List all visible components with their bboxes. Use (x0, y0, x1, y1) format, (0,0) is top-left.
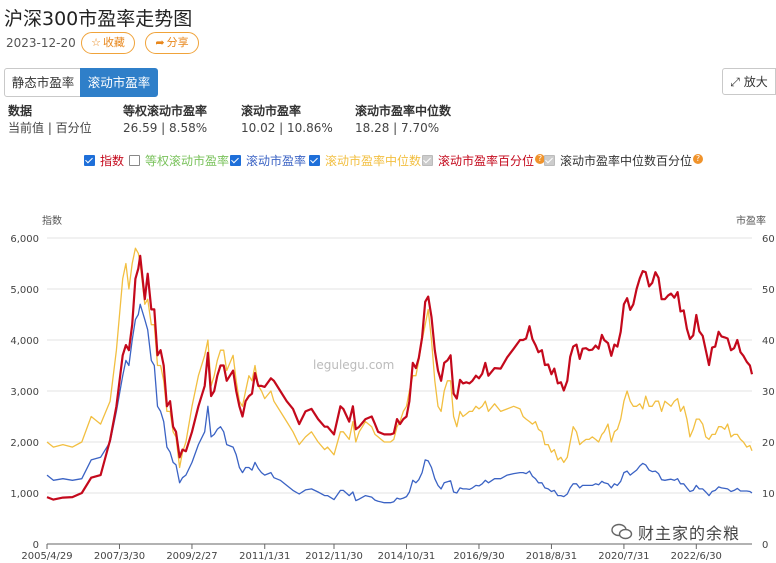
y-right-tick-label: 60 (762, 234, 775, 245)
legend-checkbox-median-pe-percentile[interactable] (544, 155, 555, 166)
legend-item-rolling-pe[interactable]: 滚动市盈率 (230, 153, 306, 169)
tab-rolling-pe[interactable]: 滚动市盈率 (80, 68, 158, 97)
legend-checkbox-rolling-pe[interactable] (230, 155, 241, 166)
x-tick-label: 2012/11/30 (305, 551, 363, 562)
stat-median-pe-value: 18.28 | 7.70% (355, 121, 440, 135)
y-left-tick-label: 3,000 (10, 387, 39, 398)
series-line-median-pe (46, 247, 753, 469)
stat-equal-weight-pe-head: 等权滚动市盈率 (123, 104, 208, 118)
x-tick-label: 2016/9/30 (453, 551, 504, 562)
chart-axes: 0 1,000 2,000 3,000 4,000 5,000 6,000 0 10 20 30 40… (10, 234, 774, 562)
share-button[interactable]: ➦ 分享 (145, 32, 199, 54)
page-title: 沪深300市盈率走势图 (4, 8, 193, 30)
y-left-tick-label: 6,000 (10, 234, 39, 245)
chart-watermark: legulegu.com (313, 358, 394, 372)
x-tick-label: 2020/7/31 (598, 551, 649, 562)
x-tick-label: 2011/1/31 (239, 551, 290, 562)
y-right-tick-label: 40 (762, 336, 775, 347)
zoom-button[interactable]: ⤢ 放大 (722, 68, 776, 95)
expand-icon: ⤢ (730, 75, 740, 89)
chart-grid (47, 237, 752, 545)
y-right-tick-label: 50 (762, 285, 775, 296)
stat-equal-weight-pe-value: 26.59 | 8.58% (123, 121, 208, 135)
legend-label-rolling-pe: 滚动市盈率 (246, 154, 307, 168)
page-date: 2023-12-20 (6, 36, 76, 50)
legend-label-equal-weight-pe: 等权滚动市盈率 (145, 154, 230, 168)
y-left-axis-label: 指数 (42, 214, 62, 227)
legend-item-pe-percentile[interactable]: 滚动市盈率百分位? (422, 153, 546, 169)
favorite-button[interactable]: ☆ 收藏 (81, 32, 135, 54)
x-tick-label: 2005/4/29 (21, 551, 72, 562)
y-left-tick-label: 1,000 (10, 489, 39, 500)
legend-checkbox-median-pe[interactable] (309, 155, 320, 166)
legend-item-median-pe[interactable]: 滚动市盈率中位数 (309, 153, 421, 169)
legend-label-pe-percentile: 滚动市盈率百分位 (438, 154, 535, 168)
stat-rolling-pe-head: 滚动市盈率 (241, 104, 302, 118)
favorite-label: 收藏 (102, 36, 125, 49)
wechat-icon (611, 523, 633, 540)
brand-watermark: 财主家的余粮 (638, 524, 741, 543)
stat-data: 数据 当前值 | 百分位 (8, 103, 92, 137)
y-right-tick-label: 10 (762, 489, 775, 500)
series-line-rolling-pe (46, 303, 753, 504)
x-tick-label: 2014/10/31 (378, 551, 436, 562)
stat-data-value: 当前值 | 百分位 (8, 121, 92, 135)
y-right-tick-label: 30 (762, 387, 775, 398)
y-right-axis-label: 市盈率 (736, 214, 766, 227)
chart-series (46, 247, 754, 504)
legend-label-index: 指数 (100, 154, 125, 168)
legend-checkbox-equal-weight-pe[interactable] (129, 155, 140, 166)
legend-checkbox-index[interactable] (84, 155, 95, 166)
y-left-tick-label: 0 (33, 540, 39, 551)
legend-label-median-pe-percentile: 滚动市盈率中位数百分位 (560, 154, 693, 168)
y-right-tick-label: 20 (762, 438, 775, 449)
stat-data-head: 数据 (8, 104, 33, 118)
stat-rolling-pe-value: 10.02 | 10.86% (241, 121, 333, 135)
x-tick-label: 2007/3/30 (94, 551, 145, 562)
stat-rolling-pe: 滚动市盈率 10.02 | 10.86% (241, 103, 333, 137)
legend-item-index[interactable]: 指数 (84, 153, 124, 169)
legend-checkbox-pe-percentile[interactable] (422, 155, 433, 166)
legend-item-equal-weight-pe[interactable]: 等权滚动市盈率 (129, 153, 229, 169)
x-tick-label: 2022/6/30 (671, 551, 722, 562)
stat-equal-weight-pe: 等权滚动市盈率 26.59 | 8.58% (123, 103, 207, 137)
x-tick-label: 2009/2/27 (166, 551, 217, 562)
stat-median-pe-head: 滚动市盈率中位数 (355, 104, 452, 118)
y-left-tick-label: 4,000 (10, 336, 39, 347)
x-tick-label: 2018/8/31 (526, 551, 577, 562)
legend-item-median-pe-percentile[interactable]: 滚动市盈率中位数百分位? (544, 153, 704, 169)
share-arrow-icon: ➦ (155, 36, 165, 49)
star-icon: ☆ (91, 36, 101, 49)
legend-label-median-pe: 滚动市盈率中位数 (325, 154, 422, 168)
series-line-index (46, 254, 754, 501)
y-left-tick-label: 2,000 (10, 438, 39, 449)
y-left-tick-label: 5,000 (10, 285, 39, 296)
help-icon[interactable]: ? (535, 154, 546, 164)
share-label: 分享 (166, 36, 189, 49)
stat-median-pe: 滚动市盈率中位数 18.28 | 7.70% (355, 103, 451, 137)
zoom-label: 放大 (743, 75, 768, 89)
help-icon[interactable]: ? (693, 154, 704, 164)
tab-static-pe[interactable]: 静态市盈率 (4, 68, 82, 97)
y-right-tick-label: 0 (762, 540, 768, 551)
